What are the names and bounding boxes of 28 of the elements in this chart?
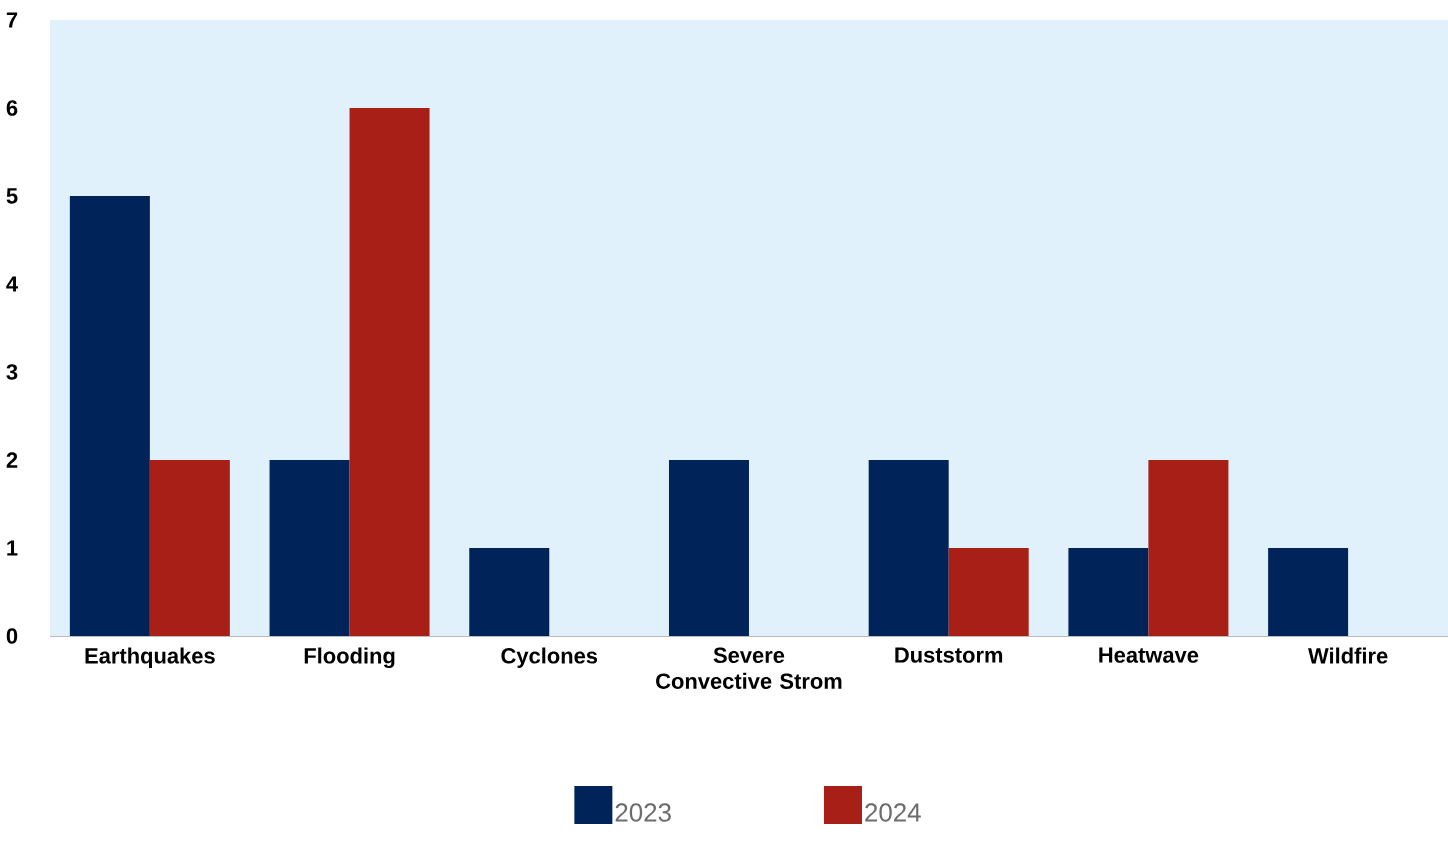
bar: [1068, 548, 1149, 636]
bar: [668, 460, 749, 636]
x-tick-label: Cyclones: [501, 647, 598, 668]
x-tick-label: Heatwave: [1099, 647, 1199, 663]
x-tick-label: Wildfire: [1308, 647, 1388, 664]
y-tick-label: 0: [6, 628, 18, 644]
y-tick-label: 4: [6, 276, 18, 292]
y-tick-label: 5: [6, 188, 18, 204]
x-tick-label: Duststorm: [895, 647, 1003, 663]
x-tick-label: Flooding: [304, 647, 395, 669]
legend-label: 2024: [865, 803, 921, 822]
y-tick-label: 2: [6, 452, 18, 468]
bar: [269, 460, 350, 636]
y-tick-label: 7: [6, 12, 18, 28]
legend-label: 2023: [615, 803, 671, 822]
bar: [149, 460, 230, 636]
x-tick-label: Severe Convective Strom: [656, 647, 842, 689]
y-tick-label: 1: [7, 540, 18, 556]
bar: [349, 108, 430, 636]
y-tick-label: 6: [6, 100, 18, 116]
bar: [948, 548, 1029, 636]
bar: [868, 460, 949, 636]
bar: [1148, 460, 1229, 636]
x-tick-label: Earthquakes: [85, 647, 215, 668]
bar: [69, 196, 150, 636]
bar: [1268, 548, 1349, 636]
y-tick-label: 3: [6, 364, 18, 380]
bar: [469, 548, 550, 636]
